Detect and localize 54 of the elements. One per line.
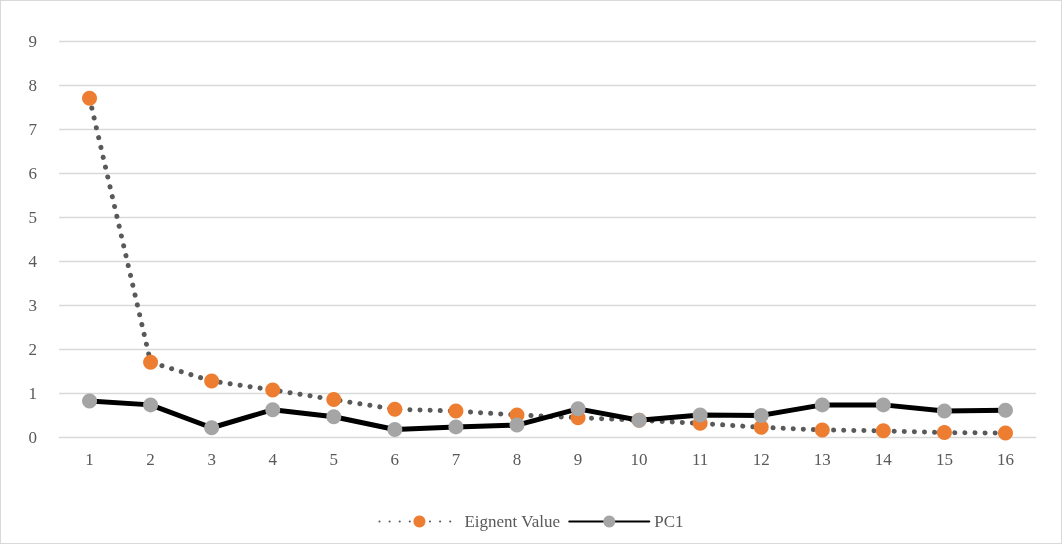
y-tick-label: 9 [28,31,37,51]
point [387,422,403,438]
x-tick-label: 1 [85,450,94,469]
x-tick-label: 7 [451,450,461,469]
point [936,403,952,419]
x-tick-label: 16 [996,450,1014,469]
point [265,402,281,418]
x-tick-label: 12 [752,450,770,469]
x-tick-label: 13 [813,450,831,469]
point [143,397,159,413]
point [387,401,403,417]
x-tick-label: 9 [573,450,583,469]
x-tick-label: 15 [935,450,953,469]
point [997,402,1013,418]
point [570,401,586,417]
x-tick-label: 8 [512,450,522,469]
x-tick-label: 3 [207,450,216,469]
point [326,409,342,425]
y-tick-label: 2 [28,339,37,359]
y-tick-label: 1 [28,383,37,403]
legend-label: PC1 [654,512,684,531]
y-tick-label: 4 [28,251,38,271]
x-tick-label: 11 [691,450,709,469]
x-tick-label: 6 [390,450,400,469]
x-tick-label: 14 [874,450,893,469]
point [875,423,891,439]
point [692,407,708,423]
point [204,373,220,389]
y-tick-label: 5 [28,207,37,227]
point [753,407,769,423]
point [265,382,281,398]
legend-label: Eignent Value [464,512,560,531]
x-tick-label: 10 [630,450,648,469]
point [326,392,342,408]
x-tick-label: 4 [268,450,278,469]
y-tick-label: 0 [28,427,37,447]
point [204,420,220,436]
point [875,397,891,413]
y-tick-label: 7 [28,119,38,139]
y-tick-label: 3 [28,295,37,315]
point [936,425,952,441]
point [448,403,464,419]
point [997,425,1013,441]
point [509,417,525,433]
point [448,419,464,435]
point [143,354,159,370]
x-tick-label: 2 [146,450,155,469]
point [82,393,98,409]
y-tick-label: 6 [28,163,37,183]
y-tick-label: 8 [28,75,37,95]
point [814,397,830,413]
point [82,90,98,106]
x-tick-label: 5 [329,450,339,469]
point [814,422,830,438]
